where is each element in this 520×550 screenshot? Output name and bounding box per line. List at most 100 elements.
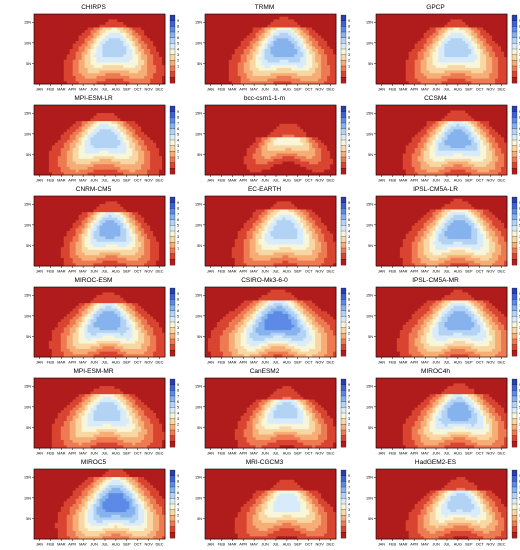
heat-cell — [501, 38, 505, 42]
heat-cell — [144, 16, 148, 20]
heat-cell — [225, 35, 230, 39]
heat-cell — [249, 65, 254, 69]
heat-cell — [144, 169, 148, 173]
heat-cell — [42, 166, 47, 171]
heat-cell — [447, 73, 451, 77]
heat-cell — [114, 81, 118, 85]
heat-cell — [162, 14, 166, 18]
heat-cell — [411, 38, 416, 42]
heat-cell — [135, 107, 139, 111]
heat-cell — [72, 158, 77, 162]
heat-cell — [213, 164, 218, 168]
heat-cell — [72, 49, 77, 53]
heat-cell — [138, 140, 142, 144]
heat-cell — [381, 27, 386, 31]
heat-cell — [504, 62, 508, 66]
heat-cell — [471, 75, 475, 80]
heat-cell — [205, 78, 209, 82]
heat-cell — [402, 40, 407, 45]
heat-cell — [34, 59, 38, 63]
heat-cell — [270, 65, 274, 69]
heat-cell — [69, 150, 74, 154]
heat-cell — [84, 158, 88, 162]
month-tick-label: FEB — [47, 88, 55, 92]
heat-cell — [327, 81, 331, 85]
heat-cell — [96, 54, 100, 58]
heat-cell — [57, 156, 62, 160]
heat-cell — [150, 118, 154, 122]
heat-cell — [205, 19, 209, 23]
heat-cell — [258, 57, 262, 61]
heat-cell — [123, 49, 127, 53]
heat-cell — [222, 150, 227, 154]
heat-cell — [150, 134, 154, 138]
heat-cell — [51, 73, 56, 77]
heat-cell — [321, 54, 325, 58]
heat-cell — [219, 156, 224, 160]
heat-cell — [441, 30, 445, 34]
heat-cell — [432, 62, 436, 66]
heat-cell — [138, 51, 142, 55]
heat-cell — [417, 65, 422, 69]
heat-cell — [465, 75, 469, 80]
heat-cell — [69, 49, 74, 53]
heat-cell — [300, 32, 304, 36]
heat-cell — [45, 16, 50, 20]
heat-cell — [144, 115, 148, 119]
heat-cell — [324, 32, 328, 36]
heat-cell — [99, 148, 103, 152]
heat-cell — [444, 38, 448, 42]
heat-cell — [258, 14, 262, 18]
heat-cell — [222, 164, 227, 168]
heat-cell — [39, 54, 44, 58]
heat-cell — [213, 118, 218, 122]
heat-cell — [210, 22, 215, 26]
heat-cell — [138, 126, 142, 130]
heat-cell — [108, 161, 112, 165]
heat-cell — [249, 57, 254, 61]
heat-cell — [39, 129, 44, 133]
heat-cell — [72, 46, 77, 50]
heat-cell — [135, 145, 139, 149]
heat-cell — [438, 65, 442, 69]
heat-cell — [384, 24, 389, 28]
heat-cell — [486, 70, 490, 74]
heat-cell — [135, 172, 139, 176]
heat-cell — [34, 73, 38, 77]
heat-cell — [297, 16, 301, 20]
heat-cell — [96, 49, 100, 53]
heat-cell — [87, 19, 91, 23]
heat-cell — [267, 65, 271, 69]
heat-cell — [99, 150, 103, 154]
heat-cell — [150, 59, 154, 63]
heat-cell — [387, 32, 392, 36]
heat-cell — [381, 73, 386, 77]
heat-cell — [60, 172, 65, 176]
heat-cell — [207, 38, 212, 42]
heat-cell — [129, 62, 133, 66]
heat-cell — [468, 32, 472, 36]
heat-cell — [456, 35, 460, 39]
heat-cell — [75, 54, 80, 58]
heat-cell — [93, 16, 97, 20]
heat-cell — [135, 115, 139, 119]
heat-cell — [45, 110, 50, 114]
heat-cell — [213, 126, 218, 130]
heat-cell — [78, 54, 83, 58]
heat-cell — [435, 70, 439, 74]
heat-cell — [207, 156, 212, 160]
colorbar-label: 6 — [348, 36, 350, 40]
heat-cell — [234, 24, 239, 28]
heat-cell — [300, 81, 304, 85]
heat-cell — [504, 70, 508, 74]
heat-cell — [153, 27, 157, 31]
heat-cell — [216, 78, 221, 82]
heat-cell — [84, 118, 88, 122]
heat-cell — [120, 158, 124, 162]
heat-cell — [126, 70, 130, 74]
heat-cell — [75, 172, 80, 176]
heat-cell — [231, 62, 236, 66]
heat-cell — [162, 19, 166, 23]
heat-cell — [207, 19, 212, 23]
heat-cell — [249, 46, 254, 50]
